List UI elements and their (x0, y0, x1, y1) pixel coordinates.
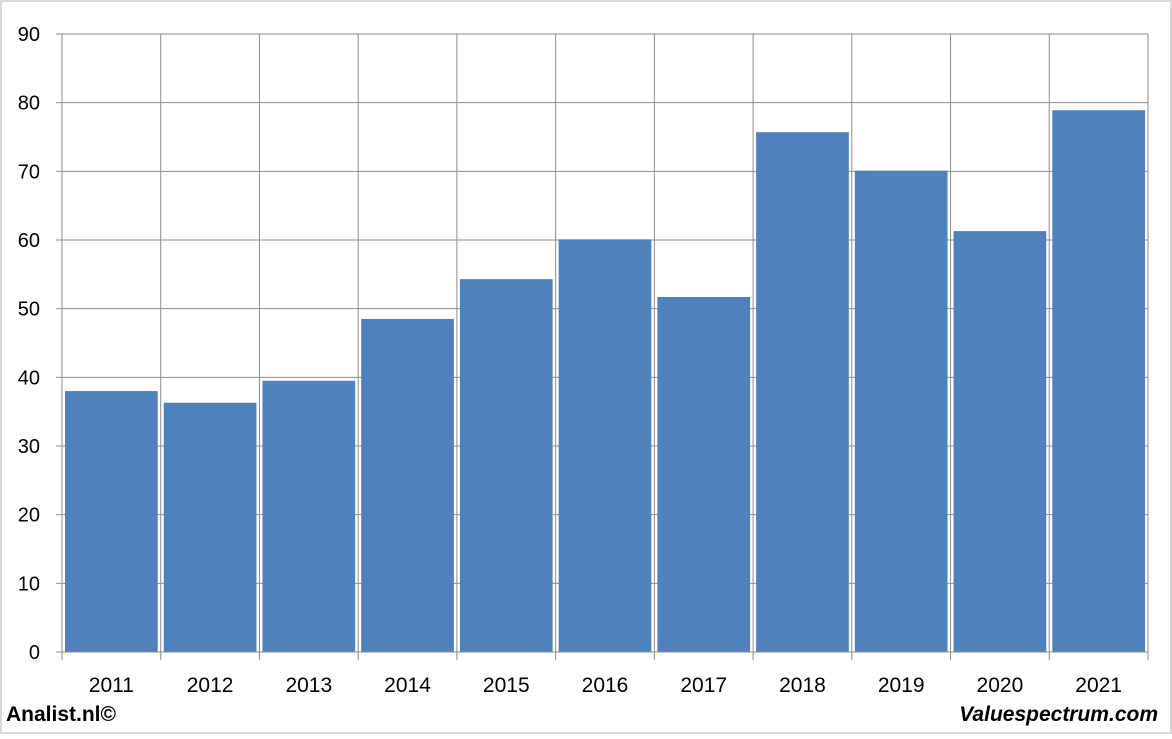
y-tick-label: 90 (18, 24, 40, 46)
y-tick-label: 60 (18, 230, 40, 252)
y-tick-label: 80 (18, 93, 40, 115)
bar-2017 (657, 296, 751, 652)
bar-2014 (361, 318, 454, 652)
y-tick-label: 0 (29, 642, 40, 664)
y-tick-label: 20 (18, 505, 40, 527)
bar-2020 (953, 231, 1047, 652)
bar-2011 (65, 391, 158, 652)
y-tick-label: 30 (18, 436, 40, 458)
x-tick-label: 2018 (779, 674, 826, 697)
y-tick-label: 10 (18, 573, 40, 595)
bar-2015 (459, 279, 553, 652)
x-tick-label: 2020 (977, 674, 1024, 697)
y-tick-label: 40 (18, 367, 40, 389)
y-tick-label: 50 (18, 299, 40, 321)
x-tick-label: 2014 (384, 674, 431, 697)
x-axis: 2011 2012 2013 2014 2015 2016 2017 2018 2019 2020… (62, 651, 1148, 697)
x-tick-label: 2011 (89, 674, 134, 697)
bars (65, 110, 1145, 653)
x-tick-label: 2012 (187, 674, 234, 697)
y-tick-label: 70 (18, 161, 40, 183)
bar-2019 (854, 170, 948, 652)
footer-right-credit: Valuespectrum.com (959, 703, 1158, 726)
x-tick-label: 2021 (1075, 674, 1122, 697)
x-tick-label: 2015 (483, 674, 530, 697)
footer-left-credit: Analist.nl© (6, 703, 116, 726)
y-axis: 0 10 20 30 40 50 60 70 80 90 (18, 24, 63, 664)
bar-2012 (163, 402, 257, 652)
bar-2021 (1052, 110, 1145, 653)
x-tick-label: 2017 (680, 674, 727, 697)
bar-2013 (262, 380, 356, 652)
x-tick-label: 2016 (582, 674, 629, 697)
x-tick-label: 2019 (878, 674, 925, 697)
bar-2018 (756, 132, 849, 652)
x-tick-label: 2013 (285, 674, 332, 697)
bar-2016 (558, 239, 652, 652)
